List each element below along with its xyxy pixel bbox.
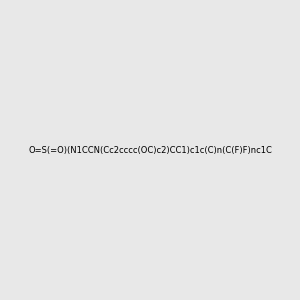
Text: O=S(=O)(N1CCN(Cc2cccc(OC)c2)CC1)c1c(C)n(C(F)F)nc1C: O=S(=O)(N1CCN(Cc2cccc(OC)c2)CC1)c1c(C)n(…	[28, 146, 272, 154]
